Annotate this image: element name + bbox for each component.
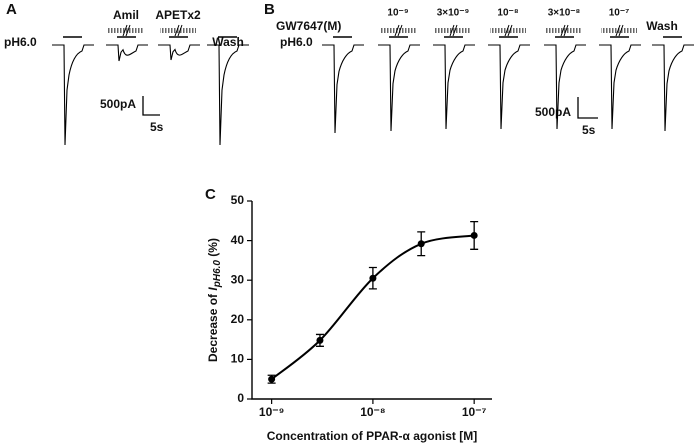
data-point <box>268 375 276 383</box>
y-tick-label: 0 <box>237 391 244 405</box>
drug-bar <box>380 28 416 33</box>
drug-bar <box>490 28 526 33</box>
stimulus-label: pH6.0 <box>4 35 37 49</box>
y-axis-title: Decrease of IpH6.0 (%) <box>206 238 223 362</box>
current-trace <box>544 44 586 130</box>
y-tick-label: 20 <box>231 312 245 326</box>
y-tick-label: 40 <box>231 233 245 247</box>
break-mark <box>504 24 513 37</box>
current-trace <box>158 44 200 61</box>
break-mark <box>122 24 131 37</box>
y-tick-label: 10 <box>231 352 245 366</box>
break-mark <box>615 24 624 37</box>
y-title-subscript: pH6.0 <box>212 260 223 289</box>
y-tick-label: 30 <box>231 272 245 286</box>
stimulus-label: pH6.0 <box>280 35 313 49</box>
y-title-text: Decrease of <box>206 293 220 362</box>
break-mark <box>174 24 183 37</box>
current-trace <box>599 44 641 130</box>
x-tick-label: 10⁻⁷ <box>462 405 487 419</box>
break-mark <box>560 24 569 37</box>
scale-bar <box>142 96 160 116</box>
current-trace <box>207 44 249 146</box>
drug-label: APETx2 <box>155 8 201 22</box>
drug-label: Amil <box>113 8 139 22</box>
panel-label: C <box>205 186 216 203</box>
drug-bar <box>108 28 144 33</box>
x-tick-label: 10⁻⁸ <box>360 405 385 419</box>
current-trace <box>106 44 148 62</box>
axes <box>251 201 492 400</box>
data-point <box>316 336 324 344</box>
fit-curve <box>271 234 475 380</box>
drug-bar <box>601 28 637 33</box>
current-trace <box>433 44 475 130</box>
panel-b: B GW7647(M) pH6.0 Wash 500pA 5s 10⁻⁹ 3×10… <box>264 1 694 137</box>
data-point <box>470 231 478 239</box>
concentration-label: 10⁻⁷ <box>609 8 630 19</box>
y-tick-label: 50 <box>231 193 245 207</box>
panel-label: B <box>264 1 275 18</box>
drug-bar <box>160 28 196 33</box>
scale-current: 500pA <box>535 105 571 119</box>
concentration-label: 10⁻⁹ <box>387 8 408 19</box>
y-title-symbol: I <box>206 287 220 291</box>
scale-time: 5s <box>150 120 164 134</box>
current-trace <box>52 44 94 146</box>
data-point <box>369 274 377 282</box>
current-trace <box>488 44 530 130</box>
wash-label: Wash <box>646 19 678 33</box>
wash-label: Wash <box>212 35 244 49</box>
scale-time: 5s <box>582 123 596 137</box>
concentration-label: 3×10⁻⁹ <box>437 8 470 19</box>
panel-a: A pH6.0 Amil APETx2 Wash 500pA 5s <box>4 1 249 146</box>
scale-current: 500pA <box>100 97 136 111</box>
concentration-label: 3×10⁻⁸ <box>548 8 581 19</box>
break-mark <box>394 24 403 37</box>
y-title-unit: (%) <box>206 238 220 257</box>
x-axis-title: Concentration of PPAR-α agonist [M] <box>267 429 477 443</box>
concentration-label: 10⁻⁸ <box>497 8 518 19</box>
current-trace <box>652 44 694 132</box>
drug-bar <box>546 28 582 33</box>
data-point <box>417 240 425 248</box>
current-trace <box>378 44 420 132</box>
drug-bar <box>435 28 471 33</box>
x-tick-label: 10⁻⁹ <box>259 405 284 419</box>
break-mark <box>449 24 458 37</box>
scale-bar <box>577 97 598 119</box>
agonist-label: GW7647(M) <box>276 19 341 33</box>
panel-label: A <box>6 1 17 18</box>
panel-c: C Concentration of PPAR-α agonist [M] De… <box>205 186 492 443</box>
current-trace <box>322 44 364 134</box>
